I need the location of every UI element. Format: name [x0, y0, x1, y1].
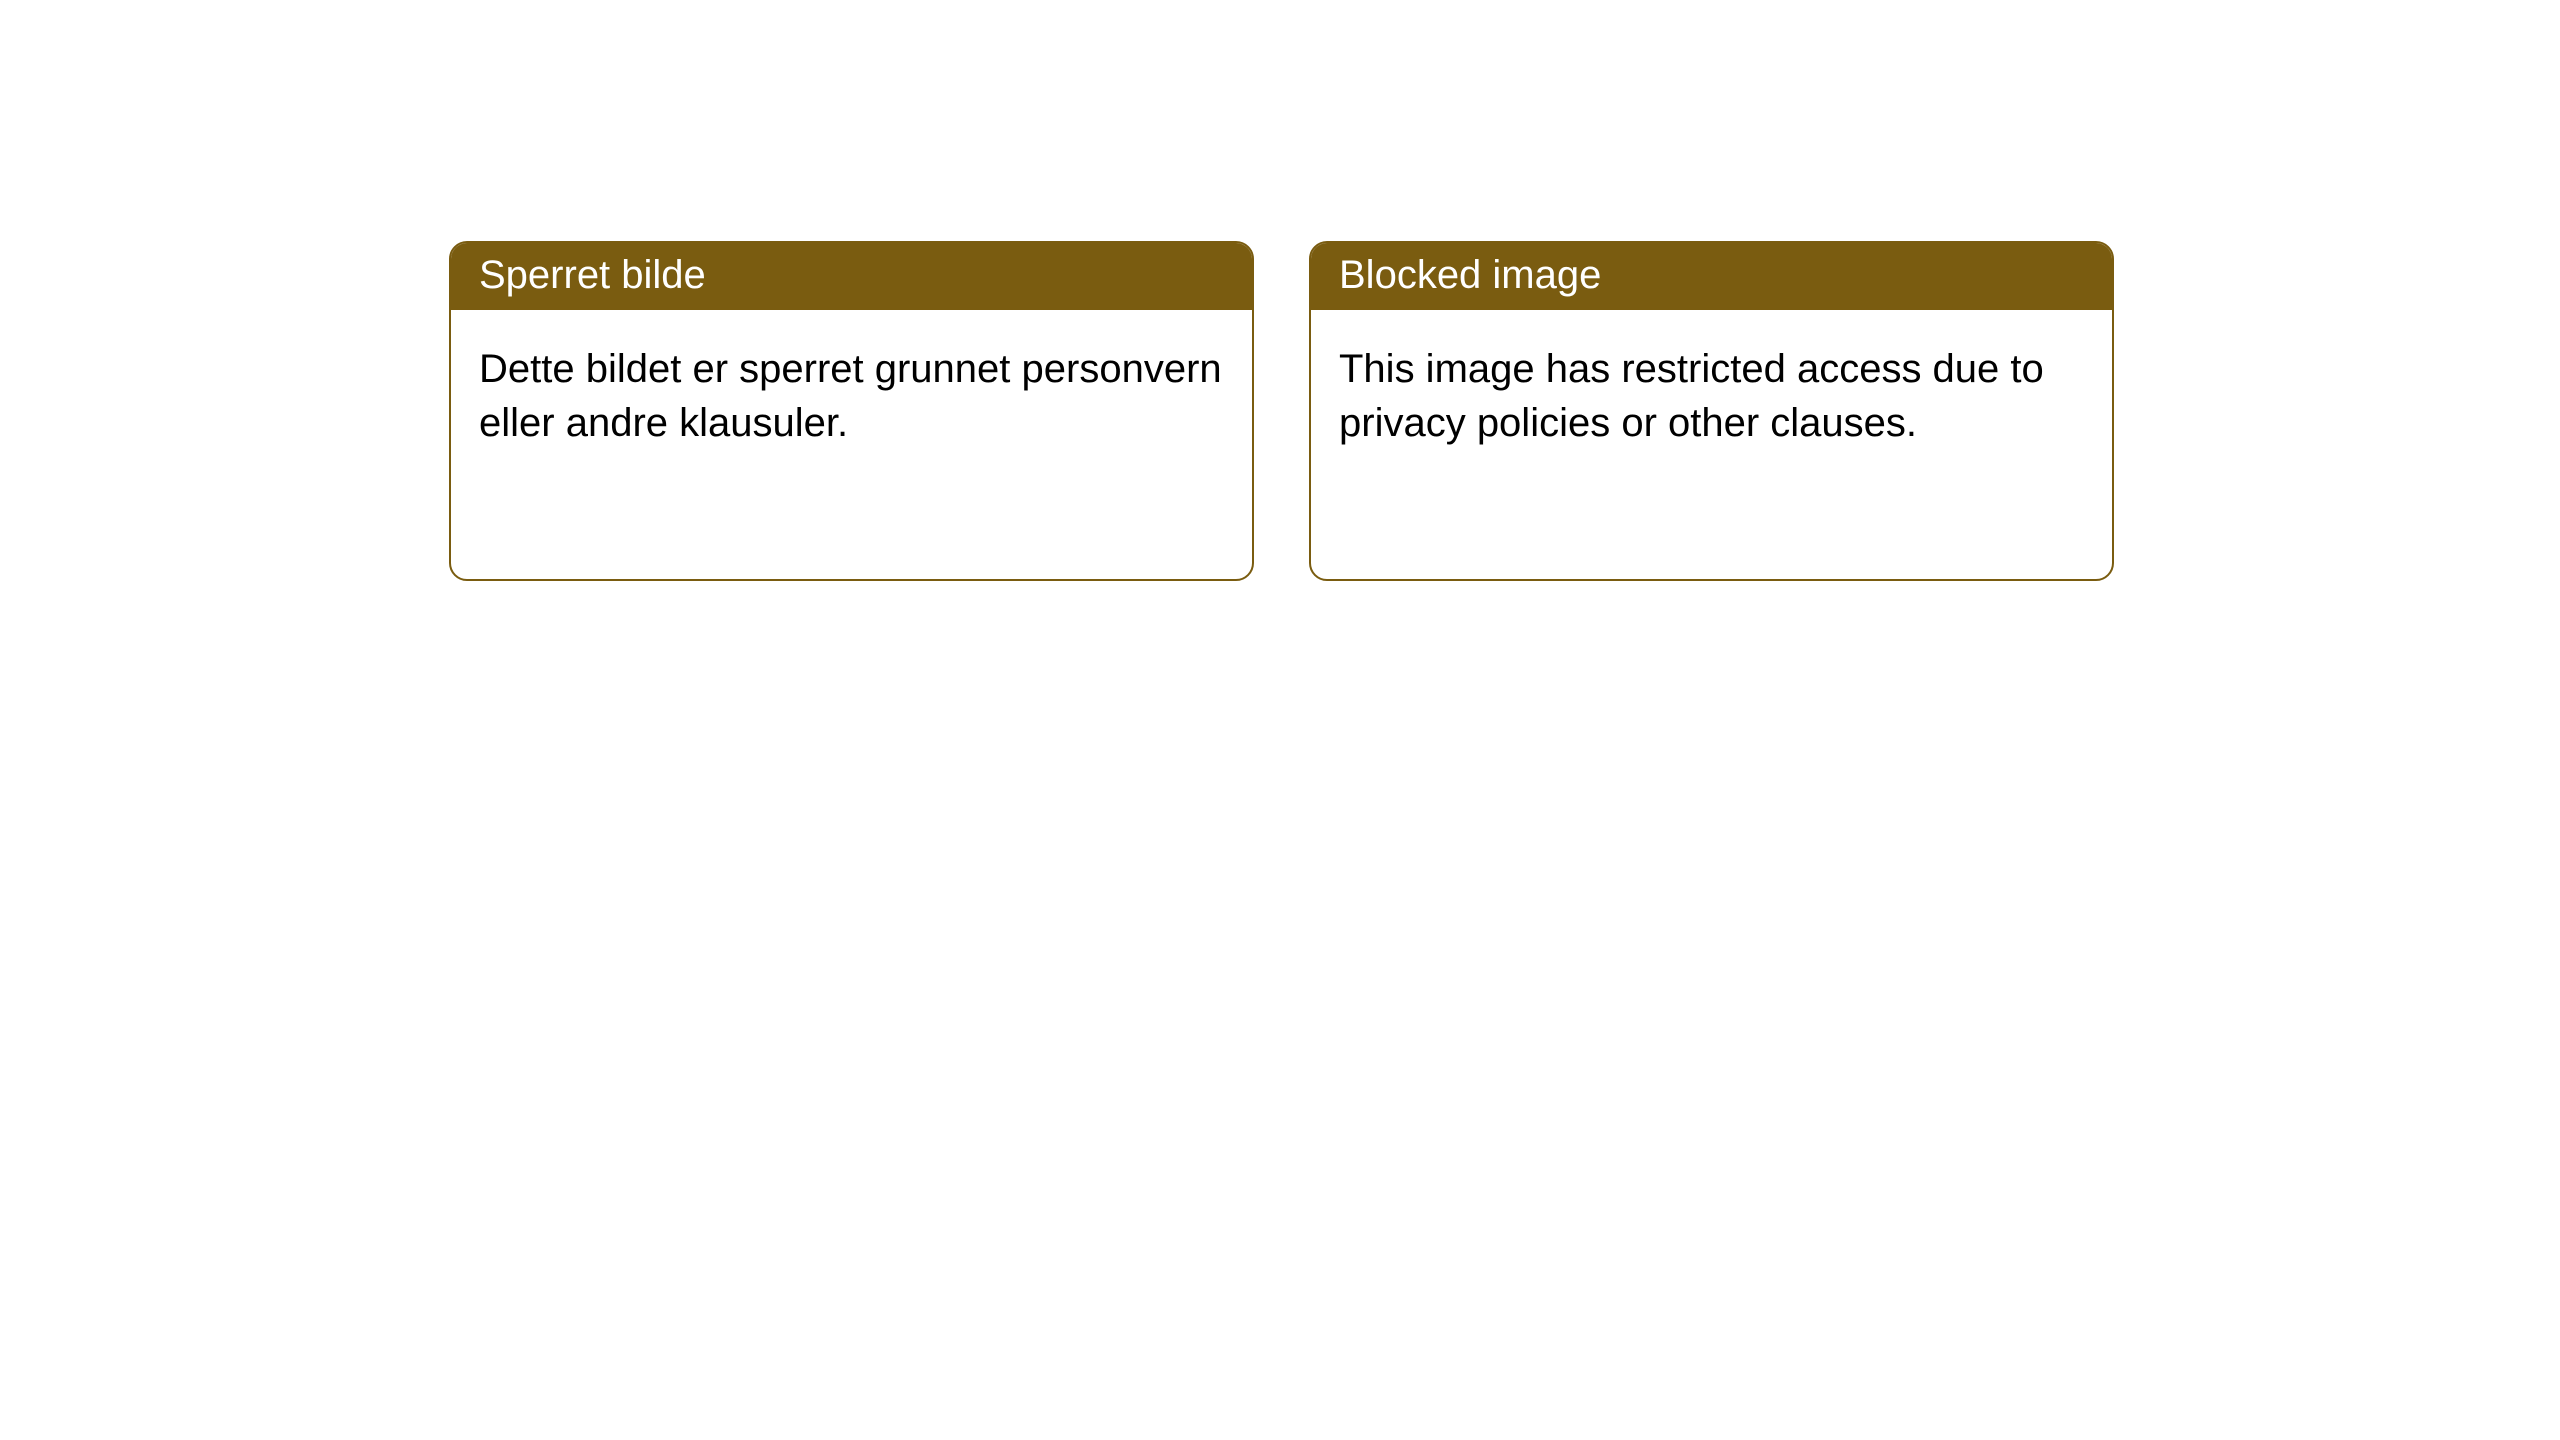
card-body: Dette bildet er sperret grunnet personve… [451, 310, 1252, 482]
card-message: Dette bildet er sperret grunnet personve… [479, 347, 1222, 445]
card-header: Blocked image [1311, 243, 2112, 310]
notice-card-norwegian: Sperret bilde Dette bildet er sperret gr… [449, 241, 1254, 581]
card-body: This image has restricted access due to … [1311, 310, 2112, 482]
card-title: Blocked image [1339, 253, 1601, 297]
card-message: This image has restricted access due to … [1339, 347, 2044, 445]
card-title: Sperret bilde [479, 253, 706, 297]
card-header: Sperret bilde [451, 243, 1252, 310]
notice-card-english: Blocked image This image has restricted … [1309, 241, 2114, 581]
notice-cards-container: Sperret bilde Dette bildet er sperret gr… [449, 241, 2114, 581]
